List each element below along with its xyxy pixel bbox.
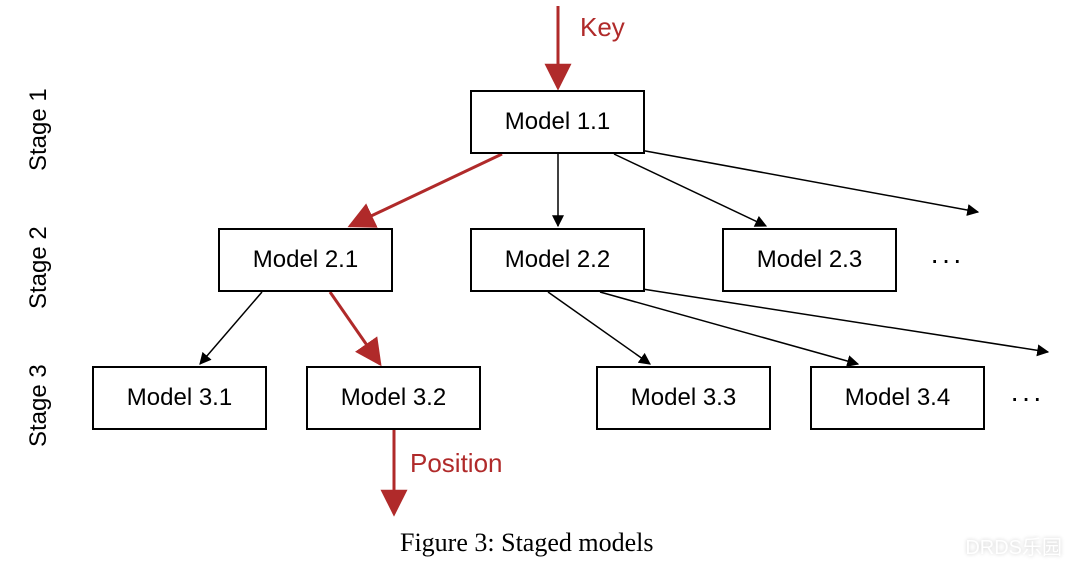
node-m33: Model 3.3: [596, 366, 771, 430]
node-m32-text: Model 3.2: [341, 384, 446, 412]
edge-m11-m21: [350, 154, 502, 226]
edge-m21-m31: [200, 292, 262, 364]
node-m21: Model 2.1: [218, 228, 393, 292]
node-m34: Model 3.4: [810, 366, 985, 430]
edge-m11-m23: [614, 154, 766, 226]
edge-m22-m34: [600, 292, 858, 364]
position-label: Position: [410, 448, 503, 479]
node-m32: Model 3.2: [306, 366, 481, 430]
figure-caption: Figure 3: Staged models: [400, 528, 653, 558]
stage-1-label: Stage 1: [25, 81, 53, 171]
watermark-dot-icon: [949, 542, 957, 550]
node-m23-text: Model 2.3: [757, 246, 862, 274]
node-m11: Model 1.1: [470, 90, 645, 154]
node-m23: Model 2.3: [722, 228, 897, 292]
node-m11-text: Model 1.1: [505, 108, 610, 136]
key-label: Key: [580, 12, 625, 43]
node-m34-text: Model 3.4: [845, 384, 950, 412]
node-m31-text: Model 3.1: [127, 384, 232, 412]
stage-2-label: Stage 2: [25, 219, 53, 309]
node-m33-text: Model 3.3: [631, 384, 736, 412]
node-m21-text: Model 2.1: [253, 246, 358, 274]
node-m22-text: Model 2.2: [505, 246, 610, 274]
node-m22: Model 2.2: [470, 228, 645, 292]
dots-row2: ···: [930, 244, 964, 276]
node-m31: Model 3.1: [92, 366, 267, 430]
watermark-text: DRDS乐园: [965, 531, 1062, 560]
stage-3-label: Stage 3: [25, 357, 53, 447]
dots-row3: ···: [1010, 382, 1044, 414]
edge-m22-m33: [548, 292, 650, 364]
edge-m22-offright: [636, 288, 1048, 352]
edge-m21-m32: [330, 292, 380, 364]
edge-m11-offright: [640, 150, 978, 212]
watermark: DRDS乐园: [949, 531, 1062, 560]
